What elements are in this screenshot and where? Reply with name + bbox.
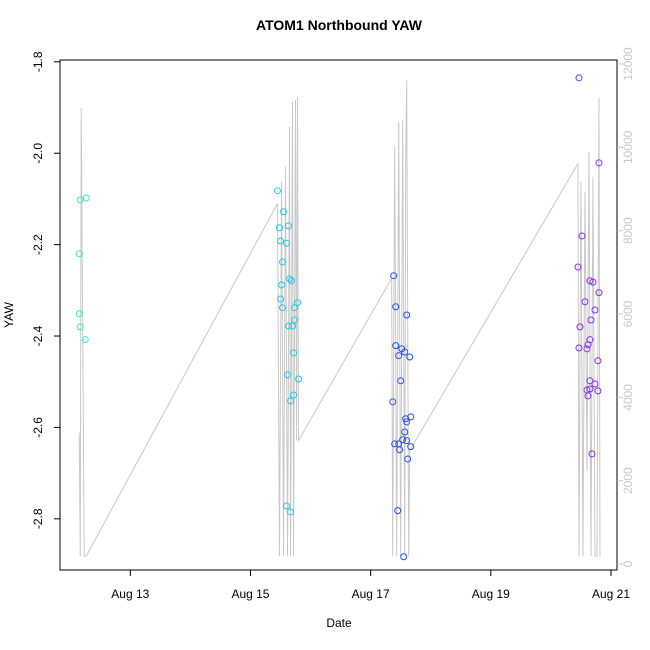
point: [291, 304, 299, 312]
point: [578, 232, 586, 240]
point: [404, 455, 412, 463]
y2-tick-label: 8000: [621, 217, 635, 244]
point: [81, 336, 89, 344]
point: [594, 357, 602, 365]
y-tick-label: -2.6: [31, 417, 45, 438]
point: [583, 345, 591, 353]
point: [401, 428, 409, 436]
point: [584, 392, 592, 400]
point: [591, 306, 599, 314]
x-tick-label: Aug 19: [472, 587, 510, 601]
point: [285, 322, 293, 330]
point: [75, 310, 83, 318]
point: [288, 277, 296, 285]
point: [584, 341, 592, 349]
y2-tick-label: 2000: [621, 467, 635, 494]
y2-tick-label: 12000: [621, 47, 635, 81]
point: [392, 303, 400, 311]
point: [400, 553, 408, 561]
point: [591, 380, 599, 388]
y-axis-title: YAW: [2, 301, 16, 328]
point: [278, 258, 286, 266]
y2-tick-label: 6000: [621, 300, 635, 327]
point: [595, 289, 603, 297]
point: [586, 377, 594, 385]
chart-title: ATOM1 Northbound YAW: [256, 17, 423, 33]
point: [285, 222, 293, 230]
point: [586, 385, 594, 393]
x-tick-label: Aug 21: [592, 587, 630, 601]
point: [575, 74, 583, 82]
point: [274, 187, 282, 195]
x-axis-title: Date: [326, 616, 352, 630]
y-tick-label: -2.8: [31, 508, 45, 529]
y-tick-label: -2.2: [31, 234, 45, 255]
point: [76, 196, 84, 204]
point: [390, 272, 398, 280]
point: [287, 508, 295, 516]
point: [394, 507, 402, 515]
point: [290, 391, 298, 399]
point: [289, 322, 297, 330]
point: [284, 371, 292, 379]
point: [397, 377, 405, 385]
point: [576, 323, 584, 331]
point: [287, 397, 295, 405]
point: [391, 440, 399, 448]
point: [278, 281, 286, 289]
point: [395, 352, 403, 360]
x-tick-label: Aug 17: [352, 587, 390, 601]
x-tick-label: Aug 15: [231, 587, 269, 601]
x-tick-label: Aug 13: [111, 587, 149, 601]
y2-tick-label: 10000: [621, 130, 635, 164]
point: [277, 295, 285, 303]
y-tick-label: -2.0: [31, 143, 45, 164]
point: [589, 278, 597, 286]
point: [595, 159, 603, 167]
point: [399, 436, 407, 444]
point: [277, 237, 285, 245]
point: [401, 348, 409, 356]
point: [278, 304, 286, 312]
point: [283, 502, 291, 510]
y2-tick-label: 4000: [621, 384, 635, 411]
point: [407, 443, 415, 451]
point: [407, 413, 415, 421]
point: [403, 437, 411, 445]
point: [283, 239, 291, 247]
point: [406, 353, 414, 361]
point: [290, 349, 298, 357]
point: [403, 418, 411, 426]
point: [588, 450, 596, 458]
point: [575, 344, 583, 352]
point: [291, 316, 299, 324]
point: [587, 316, 595, 324]
point: [396, 446, 404, 454]
point: [286, 275, 294, 283]
y-tick-label: -2.4: [31, 325, 45, 346]
point: [76, 323, 84, 331]
plot-frame: [59, 59, 618, 571]
y2-tick-label: 0: [621, 560, 635, 567]
point: [294, 299, 302, 307]
point: [389, 398, 397, 406]
point: [581, 298, 589, 306]
point: [295, 375, 303, 383]
point: [574, 263, 582, 271]
series-line: [78, 80, 601, 557]
point: [275, 224, 283, 232]
point: [403, 311, 411, 319]
y-tick-label: -1.8: [31, 51, 45, 72]
point: [75, 250, 83, 258]
point: [82, 194, 90, 202]
point: [280, 208, 288, 216]
point: [392, 342, 400, 350]
point: [594, 387, 602, 395]
